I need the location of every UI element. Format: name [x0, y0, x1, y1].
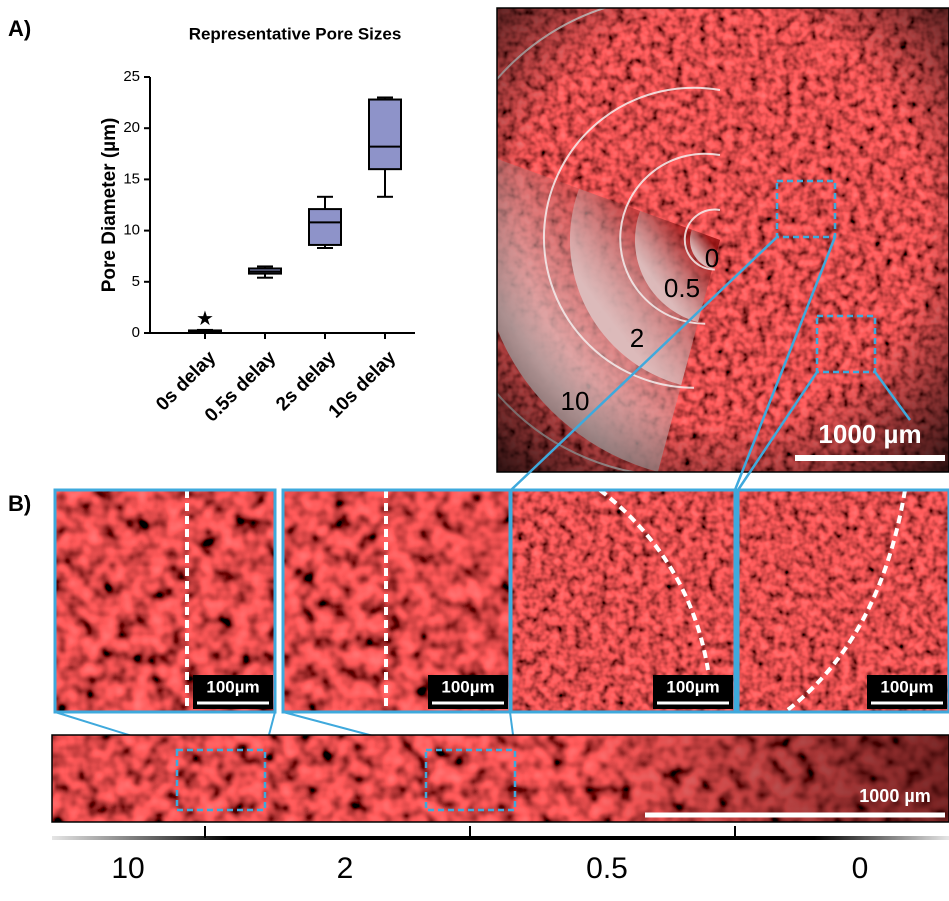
y-tick-label: 20	[123, 119, 140, 136]
annotation: ★	[196, 308, 214, 330]
scale-bar-label: 100µm	[206, 677, 259, 696]
y-tick-label: 10	[123, 222, 140, 239]
y-tick-label: 5	[132, 273, 140, 290]
connector	[733, 236, 837, 491]
scale-bar-label: 1000 µm	[859, 786, 930, 806]
zoom-border	[53, 488, 277, 714]
zoom-boxes	[510, 179, 912, 491]
zoom-border	[509, 488, 737, 714]
overview-image: 00.5210	[497, 8, 949, 472]
y-tick-label: 25	[123, 68, 140, 85]
boundary	[598, 488, 710, 671]
panel-label: B)	[8, 491, 31, 516]
strip-border	[51, 734, 949, 823]
connector	[736, 371, 819, 491]
strip-axis-label: 2	[337, 852, 354, 885]
y-tick-label: 0	[132, 324, 140, 341]
y-axis-label: Pore Diameter (µm)	[99, 118, 120, 293]
zoom-box	[775, 179, 837, 239]
strip-axis-label: 0.5	[586, 852, 628, 885]
chart-title: Representative Pore Sizes	[189, 24, 402, 43]
scale-bar-label: 1000 µm	[818, 419, 921, 449]
scale-bar-label: 100µm	[880, 677, 933, 696]
zoom-box	[175, 748, 267, 812]
strip-axis-label: 0	[852, 852, 869, 885]
box	[308, 208, 342, 246]
panel-label: A)	[8, 16, 31, 41]
strip-axis-ticks	[204, 826, 736, 838]
boundary	[783, 489, 907, 714]
zoom-box	[815, 314, 877, 374]
box	[368, 98, 402, 171]
zoom-border	[736, 488, 949, 714]
strip-boxes	[175, 748, 517, 812]
scale-bar-label: 100µm	[666, 677, 719, 696]
scale-bar-label: 100µm	[441, 677, 494, 696]
vignette	[497, 8, 949, 472]
connector	[873, 371, 912, 421]
strip-axis-label: 10	[111, 852, 144, 885]
zoom-box	[424, 748, 517, 812]
image-border	[496, 7, 949, 473]
connector	[510, 236, 778, 491]
y-tick-label: 15	[123, 170, 140, 187]
zoom-panels: 100µm 100µm 100µm 100µm	[53, 488, 949, 714]
strip-axis	[52, 836, 949, 840]
